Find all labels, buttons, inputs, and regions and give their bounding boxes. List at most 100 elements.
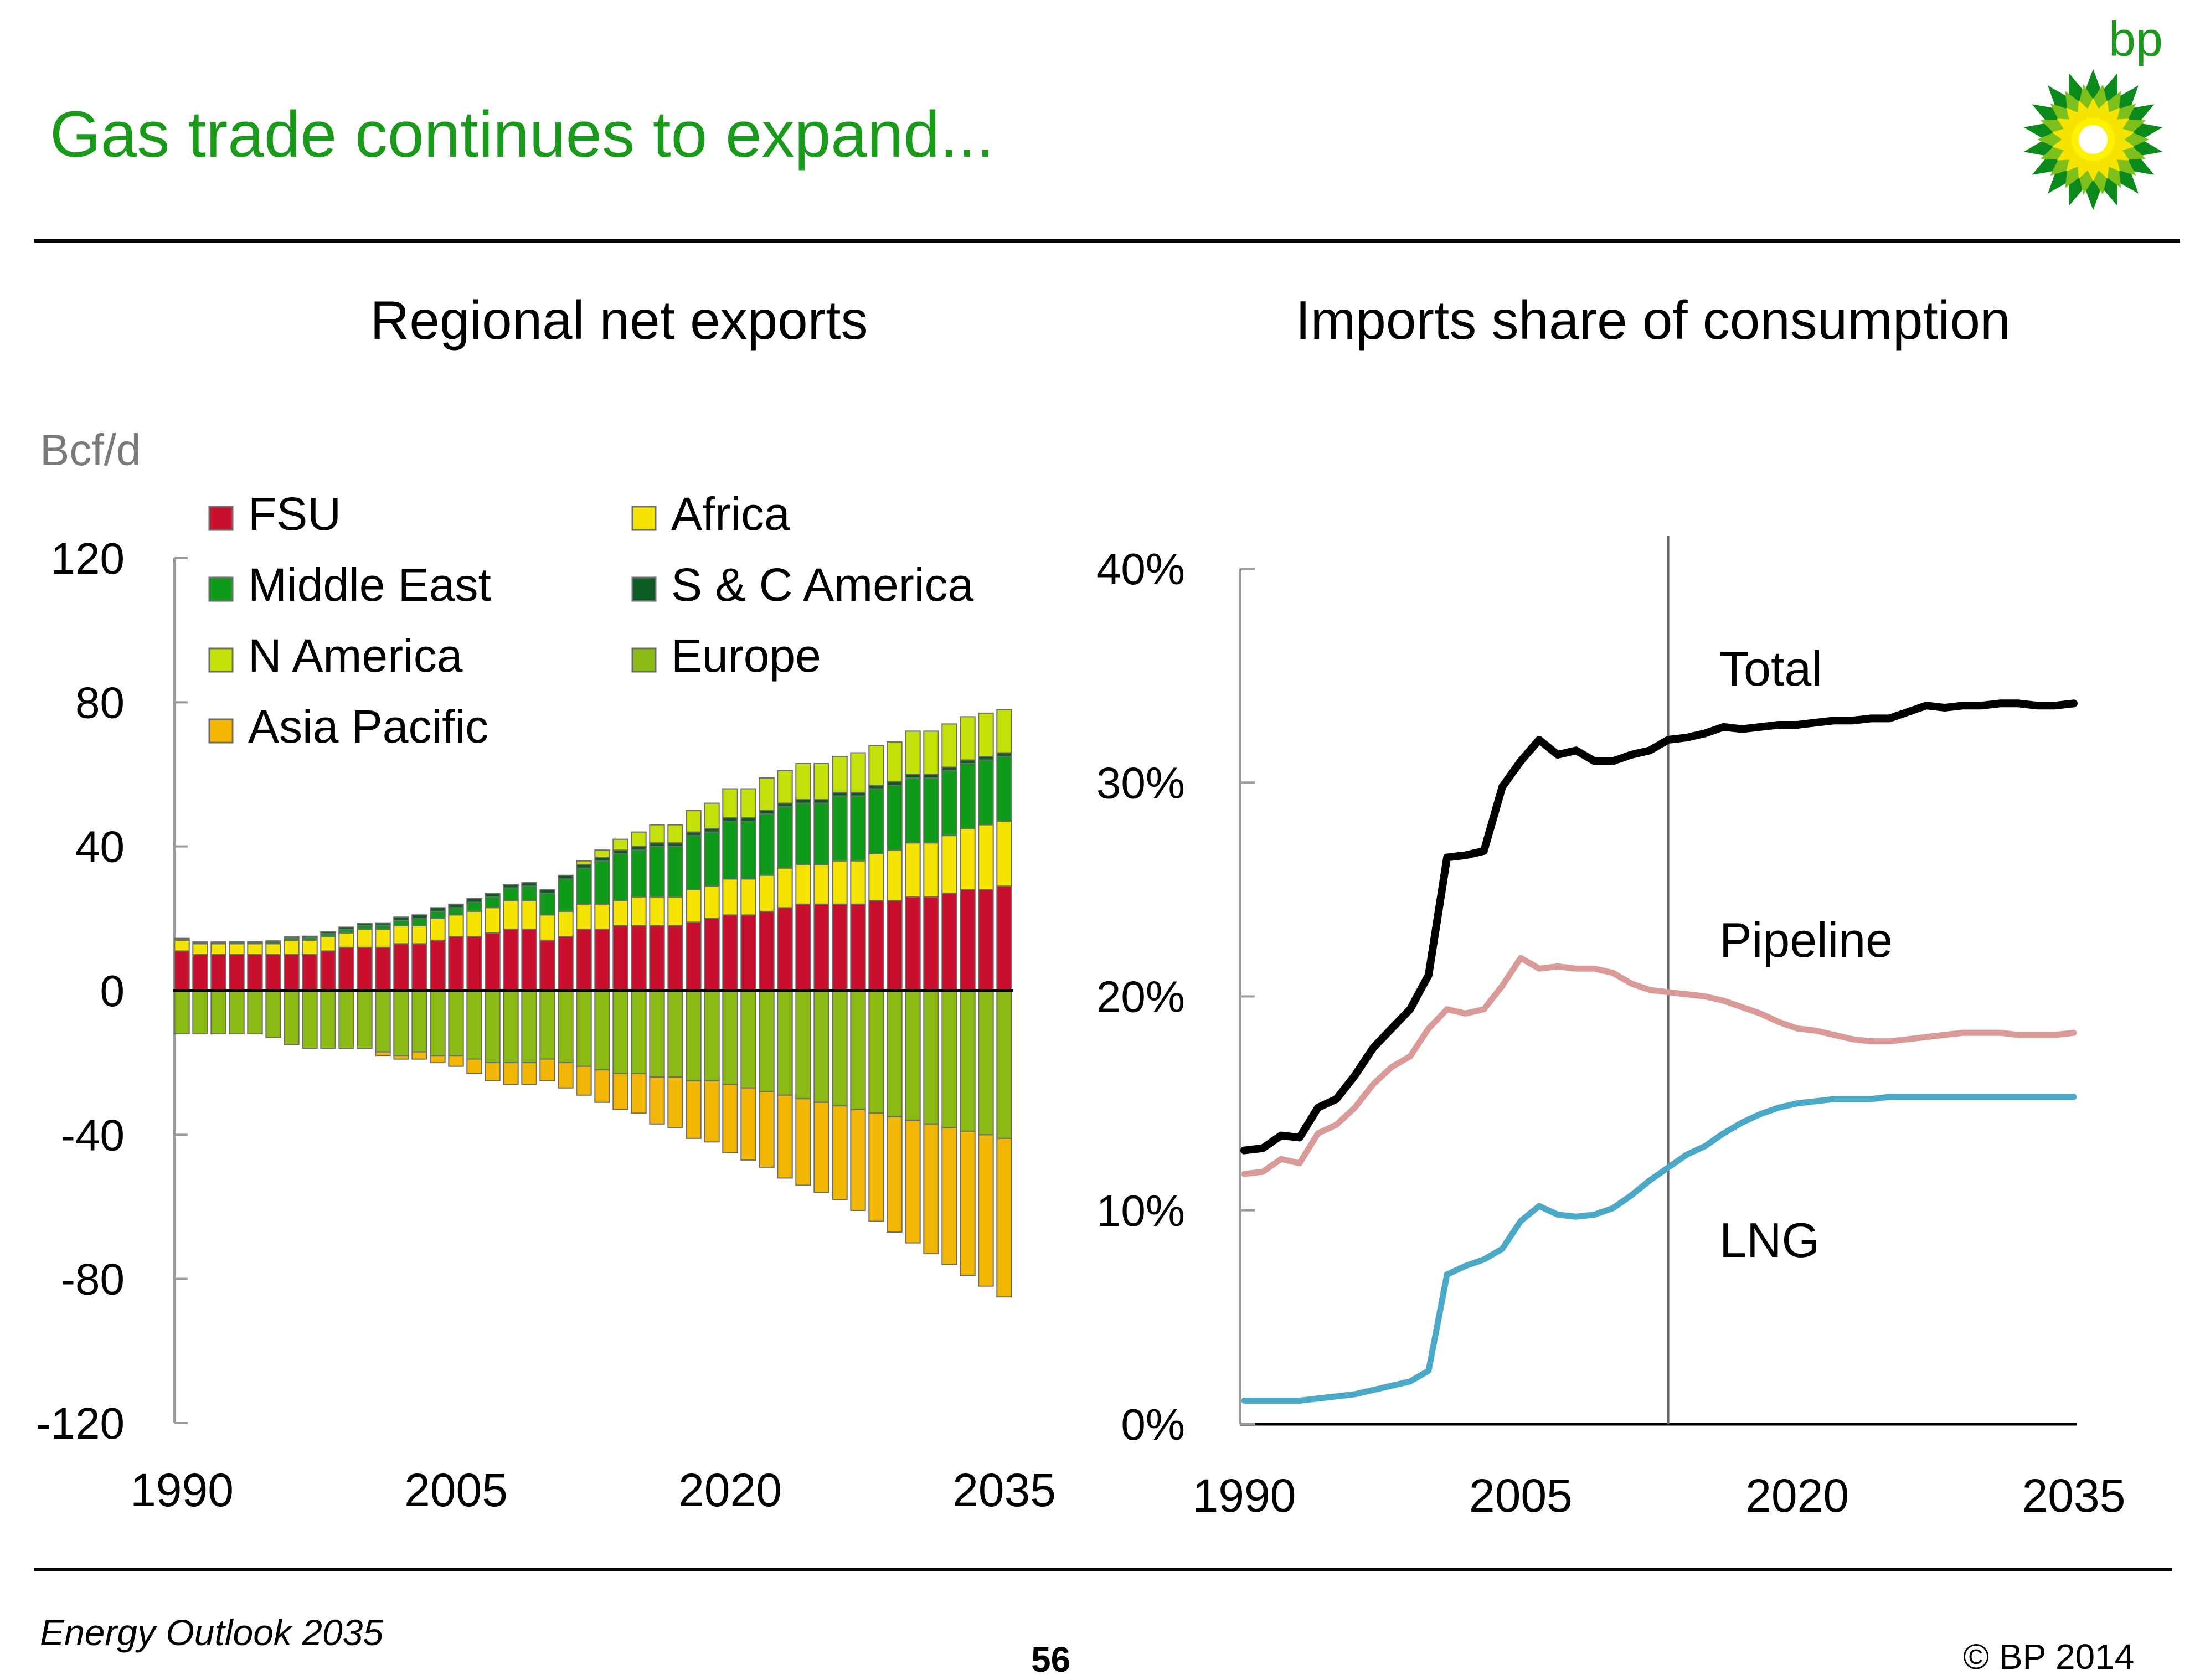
bar-africa-2030 bbox=[905, 842, 921, 898]
bar-n-america-2014 bbox=[612, 838, 628, 851]
bar-africa-2034 bbox=[978, 824, 994, 890]
bar-africa-2015 bbox=[631, 896, 647, 926]
bar-middle-east-2014 bbox=[612, 853, 628, 901]
bar-asia-pacific-2013 bbox=[594, 1069, 610, 1103]
bar-europe-1998 bbox=[320, 990, 336, 1049]
bar-s-c-america-2001 bbox=[375, 922, 391, 926]
bar-middle-east-2028 bbox=[868, 788, 884, 854]
bar-asia-pacific-2003 bbox=[411, 1051, 427, 1060]
bar-n-america-2016 bbox=[649, 824, 665, 844]
bar-asia-pacific-2022 bbox=[759, 1091, 775, 1168]
bar-africa-2013 bbox=[594, 903, 610, 930]
series-label-pipeline: Pipeline bbox=[1719, 913, 1893, 967]
bar-middle-east-2008 bbox=[503, 887, 519, 901]
bar-fsu-2011 bbox=[558, 936, 574, 991]
bar-middle-east-2017 bbox=[667, 846, 683, 898]
bar-fsu-2017 bbox=[667, 925, 683, 991]
bar-fsu-1998 bbox=[320, 950, 336, 991]
bar-fsu-2023 bbox=[777, 907, 793, 992]
bar-fsu-2000 bbox=[357, 946, 373, 992]
bar-asia-pacific-2025 bbox=[813, 1101, 829, 1193]
bar-africa-2012 bbox=[576, 903, 592, 930]
legend-swatch-fsu bbox=[208, 506, 234, 531]
legend-swatch-s-c-america bbox=[631, 576, 657, 602]
bar-fsu-2035 bbox=[996, 885, 1012, 991]
bar-fsu-2026 bbox=[832, 903, 848, 992]
bar-asia-pacific-2027 bbox=[850, 1109, 866, 1212]
chart1-x-tick-label: 2020 bbox=[678, 1464, 782, 1516]
bar-fsu-2009 bbox=[521, 929, 537, 991]
bar-africa-2007 bbox=[485, 907, 501, 934]
bar-africa-1994 bbox=[247, 943, 263, 955]
bar-africa-2010 bbox=[539, 914, 555, 941]
bar-asia-pacific-2035 bbox=[996, 1137, 1012, 1298]
bar-fsu-2021 bbox=[740, 914, 756, 991]
bar-n-america-2034 bbox=[978, 712, 994, 757]
bar-africa-2019 bbox=[704, 885, 720, 919]
bar-fsu-2034 bbox=[978, 889, 994, 992]
bar-fsu-1999 bbox=[338, 946, 354, 992]
bar-fsu-2007 bbox=[485, 932, 501, 992]
bar-europe-2007 bbox=[485, 990, 501, 1064]
legend-label-asia-pacific: Asia Pacific bbox=[248, 700, 488, 753]
bar-middle-east-2011 bbox=[558, 878, 574, 912]
bar-europe-2000 bbox=[357, 990, 373, 1049]
bar-n-america-2030 bbox=[905, 730, 921, 775]
bar-fsu-2031 bbox=[923, 896, 939, 991]
bar-n-america-2035 bbox=[996, 709, 1012, 754]
bar-africa-2000 bbox=[357, 929, 373, 948]
bar-fsu-1995 bbox=[265, 954, 281, 991]
bar-middle-east-2030 bbox=[905, 777, 921, 844]
bar-asia-pacific-2024 bbox=[795, 1098, 811, 1186]
bar-s-c-america-2005 bbox=[448, 903, 464, 909]
chart1-y-tick-label: -120 bbox=[36, 1399, 125, 1448]
bar-middle-east-2005 bbox=[448, 907, 464, 916]
bar-n-america-2031 bbox=[923, 730, 939, 775]
bar-africa-2024 bbox=[795, 864, 811, 905]
bar-asia-pacific-2016 bbox=[649, 1076, 665, 1125]
bar-middle-east-2027 bbox=[850, 795, 866, 862]
bar-n-america-2025 bbox=[813, 762, 829, 801]
bar-s-c-america-2010 bbox=[539, 889, 555, 894]
bar-europe-2032 bbox=[941, 990, 957, 1128]
bar-s-c-america-2009 bbox=[521, 882, 537, 887]
bar-africa-2011 bbox=[558, 910, 574, 937]
bar-fsu-2030 bbox=[905, 896, 921, 991]
imports-share-chart: Imports share of consumption 0% 10% 20% 30% 4… bbox=[1096, 290, 2126, 1522]
bar-africa-2004 bbox=[430, 918, 446, 941]
bp-helios-logo bbox=[2023, 69, 2163, 210]
bar-fsu-2015 bbox=[631, 925, 647, 991]
bar-africa-2021 bbox=[740, 878, 756, 916]
bar-asia-pacific-2015 bbox=[631, 1073, 647, 1114]
bar-middle-east-2031 bbox=[923, 777, 939, 844]
bar-europe-1996 bbox=[284, 990, 300, 1045]
bar-s-c-america-1994 bbox=[247, 941, 263, 943]
bar-africa-2016 bbox=[649, 896, 665, 926]
bar-n-america-2027 bbox=[850, 752, 866, 793]
bar-fsu-2014 bbox=[612, 925, 628, 991]
bar-n-america-2019 bbox=[704, 802, 720, 829]
bar-europe-2004 bbox=[430, 990, 446, 1057]
bar-s-c-america-2007 bbox=[485, 893, 501, 898]
bar-s-c-america-1999 bbox=[338, 926, 354, 930]
bar-africa-2014 bbox=[612, 900, 628, 926]
bar-middle-east-2018 bbox=[686, 835, 702, 890]
bar-africa-2027 bbox=[850, 860, 866, 905]
bar-asia-pacific-2026 bbox=[832, 1105, 848, 1200]
bar-s-c-america-2006 bbox=[466, 898, 482, 903]
bar-europe-1997 bbox=[302, 990, 318, 1049]
bar-asia-pacific-2010 bbox=[539, 1058, 555, 1081]
bar-europe-2021 bbox=[740, 990, 756, 1089]
bar-europe-1994 bbox=[247, 990, 263, 1035]
bar-fsu-2029 bbox=[887, 900, 903, 991]
bar-fsu-2002 bbox=[393, 943, 409, 992]
legend-swatch-asia-pacific bbox=[208, 718, 234, 744]
bar-europe-2030 bbox=[905, 990, 921, 1121]
bar-n-america-2018 bbox=[686, 810, 702, 833]
bar-europe-2002 bbox=[393, 990, 409, 1057]
series-label-total: Total bbox=[1719, 641, 1822, 696]
bar-fsu-2032 bbox=[941, 893, 957, 992]
bar-asia-pacific-2014 bbox=[612, 1073, 628, 1110]
chart2-title: Imports share of consumption bbox=[1296, 290, 2011, 351]
bar-europe-2028 bbox=[868, 990, 884, 1114]
